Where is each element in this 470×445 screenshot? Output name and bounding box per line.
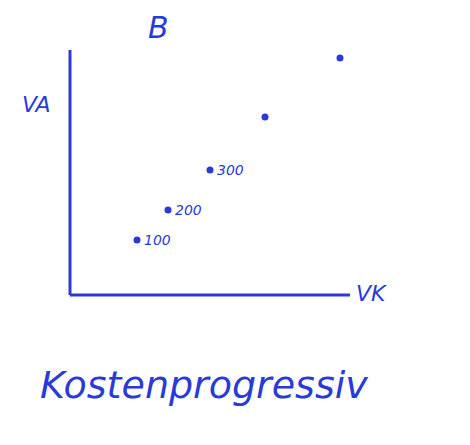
svg-text:300: 300 [217,162,244,178]
html-text:B: B [148,10,169,45]
html-text:VK: VK [356,281,386,306]
svg-text:200: 200 [175,202,202,218]
html-text:Kostenprogressiv: Kostenprogressiv [40,363,368,407]
svg-text:100: 100 [144,232,171,248]
html-text:VA: VA [22,92,51,117]
